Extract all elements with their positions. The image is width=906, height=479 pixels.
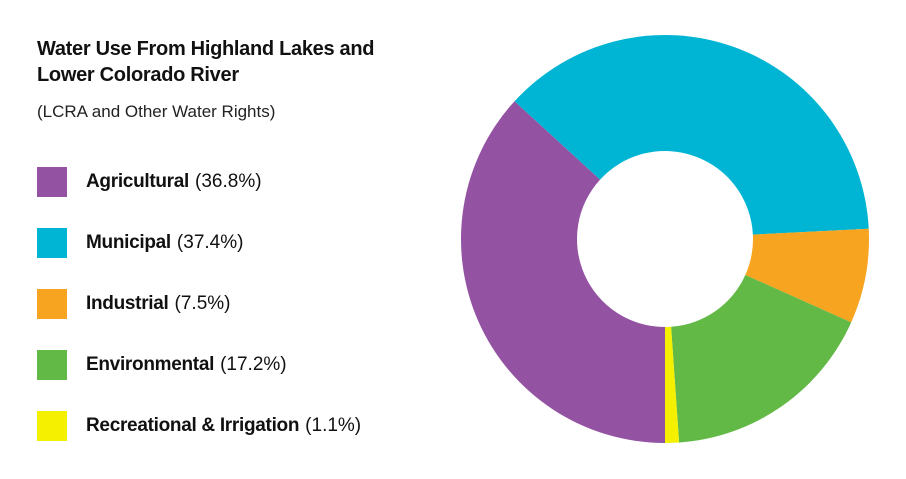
legend-value: (7.5%) xyxy=(174,293,231,314)
legend-value: (17.2%) xyxy=(220,354,287,375)
donut-slice xyxy=(665,326,680,443)
donut-slice xyxy=(745,228,869,323)
legend-label: Agricultural xyxy=(86,171,190,192)
legend-swatch xyxy=(37,167,67,197)
legend-label: Municipal xyxy=(86,232,171,253)
donut-slice xyxy=(671,274,852,443)
donut-slice xyxy=(460,101,665,443)
legend: Agricultural (36.8%) Municipal (37.4%) Indus… xyxy=(37,167,361,472)
legend-item: Industrial (7.5%) xyxy=(37,289,361,319)
legend-item: Environmental (17.2%) xyxy=(37,350,361,380)
legend-label: Industrial xyxy=(86,293,169,314)
legend-item: Municipal (37.4%) xyxy=(37,228,361,258)
legend-value: (1.1%) xyxy=(305,415,362,436)
legend-value: (37.4%) xyxy=(176,232,244,253)
legend-swatch xyxy=(37,289,67,319)
chart-title: Water Use From Highland Lakes and Lower … xyxy=(37,38,375,86)
legend-swatch xyxy=(37,228,67,258)
legend-label: Recreational & Irrigation xyxy=(86,415,300,436)
legend-item: Agricultural (36.8%) xyxy=(37,167,361,197)
donut-slice xyxy=(514,34,869,235)
chart-subtitle: (LCRA and Other Water Rights) xyxy=(37,102,276,121)
legend-swatch xyxy=(37,411,67,441)
legend-label: Environmental xyxy=(86,354,215,375)
legend-swatch xyxy=(37,350,67,380)
legend-item: Recreational & Irrigation (1.1%) xyxy=(37,411,361,441)
legend-value: (36.8%) xyxy=(195,171,262,192)
